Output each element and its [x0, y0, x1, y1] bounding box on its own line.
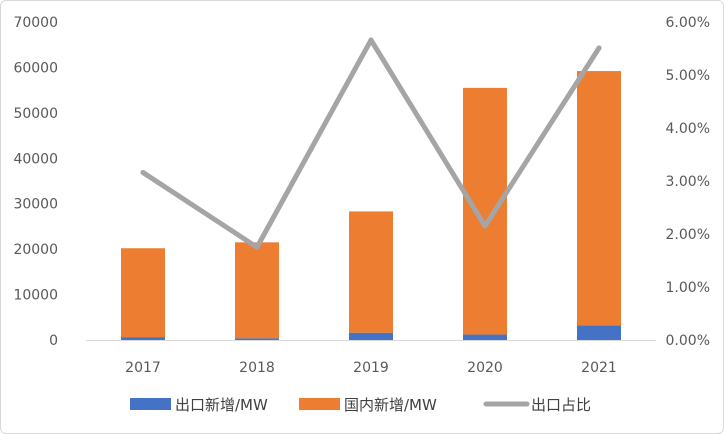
bar-series0-2019: [349, 332, 393, 340]
x-tick-label: 2018: [239, 360, 275, 376]
line-point-2017: [140, 170, 146, 176]
bar-series0-2017: [121, 337, 165, 340]
legend-label-1: 国内新增/MW: [344, 396, 437, 414]
line-point-2019: [368, 37, 374, 43]
x-tick-label: 2019: [353, 360, 389, 376]
right-y-tick-label: 3.00%: [666, 174, 710, 190]
bar-series1-2020: [463, 87, 507, 335]
left-y-tick-label: 40000: [13, 151, 58, 167]
right-y-tick-label: 5.00%: [666, 68, 710, 84]
left-y-axis: 0 10000 20000 30000 40000 50000 60000 70000: [13, 15, 58, 349]
left-y-tick-label: 0: [49, 333, 58, 349]
line-layer: [140, 37, 602, 250]
x-tick-label: 2020: [467, 360, 503, 376]
x-axis: 2017 2018 2019 2020 2021: [86, 340, 656, 376]
left-y-tick-label: 10000: [13, 288, 58, 304]
right-y-tick-label: 4.00%: [666, 121, 710, 137]
right-y-tick-label: 2.00%: [666, 227, 710, 243]
right-y-tick-label: 6.00%: [666, 15, 710, 31]
line-point-2018: [254, 244, 260, 250]
legend-label-2: 出口占比: [531, 396, 591, 414]
right-y-axis: 0.00% 1.00% 2.00% 3.00% 4.00% 5.00% 6.00%: [666, 15, 710, 349]
legend-swatch-1: [299, 398, 340, 410]
right-y-tick-label: 1.00%: [666, 280, 710, 296]
bar-series0-2021: [577, 325, 621, 340]
line-point-2021: [596, 45, 602, 51]
right-y-tick-label: 0.00%: [666, 333, 710, 349]
bar-series1-2018: [235, 242, 279, 339]
legend-label-0: 出口新增/MW: [175, 396, 268, 414]
bar-series1-2019: [349, 211, 393, 333]
bar-series1-2021: [577, 71, 621, 326]
legend: 出口新增/MW 国内新增/MW 出口占比: [130, 396, 591, 414]
bar-series0-2020: [463, 334, 507, 340]
x-tick-label: 2017: [125, 360, 161, 376]
bar-series1-2017: [121, 248, 165, 338]
left-y-tick-label: 50000: [13, 106, 58, 122]
bar-series0-2018: [235, 338, 279, 340]
left-y-tick-label: 60000: [13, 60, 58, 76]
bars-layer: [121, 71, 621, 340]
left-y-tick-label: 70000: [13, 15, 58, 31]
left-y-tick-label: 30000: [13, 197, 58, 213]
left-y-tick-label: 20000: [13, 242, 58, 258]
line-point-2020: [482, 223, 488, 229]
x-tick-label: 2021: [581, 360, 617, 376]
legend-swatch-0: [130, 398, 171, 410]
